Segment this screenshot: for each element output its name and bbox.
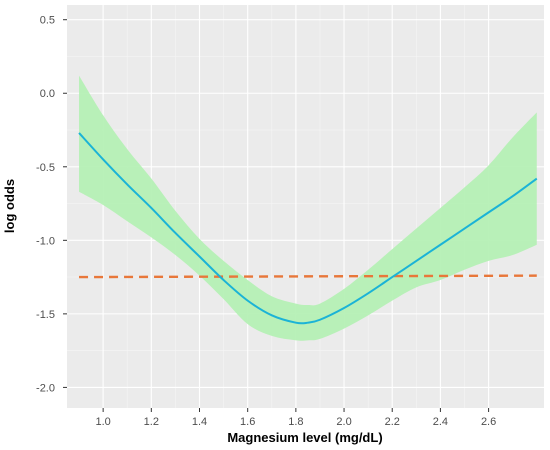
fitted-curve-layer [78, 132, 538, 325]
x-tick-label: 1.8 [288, 416, 303, 428]
y-axis: 0.5 0.0 -0.5 -1.0 -1.5 -2.0 [36, 15, 67, 394]
x-tick-label: 2.4 [433, 416, 448, 428]
reference-line-layer [79, 274, 537, 279]
x-tick-label: 1.0 [95, 416, 110, 428]
confidence-band-layer [79, 75, 537, 341]
x-axis: 1.0 1.2 1.4 1.6 1.8 2.0 2.2 2.4 2.6 [95, 408, 496, 428]
fitted-curve [78, 132, 538, 325]
y-axis-title: log odds [2, 179, 17, 233]
x-tick-label: 2.2 [385, 416, 400, 428]
x-axis-title: Magnesium level (mg/dL) [227, 430, 382, 445]
y-tick-label: -2.0 [36, 382, 55, 394]
x-tick-label: 1.2 [144, 416, 159, 428]
x-tick-label: 2.6 [481, 416, 496, 428]
x-tick-label: 2.0 [336, 416, 351, 428]
reference-line [79, 274, 537, 279]
y-tick-label: 0.5 [40, 15, 55, 27]
y-tick-label: -1.0 [36, 235, 55, 247]
x-tick-label: 1.4 [192, 416, 207, 428]
y-tick-label: -1.5 [36, 309, 55, 321]
y-tick-label: 0.0 [40, 88, 55, 100]
confidence-band [79, 75, 537, 341]
x-tick-label: 1.6 [240, 416, 255, 428]
y-tick-label: -0.5 [36, 162, 55, 174]
